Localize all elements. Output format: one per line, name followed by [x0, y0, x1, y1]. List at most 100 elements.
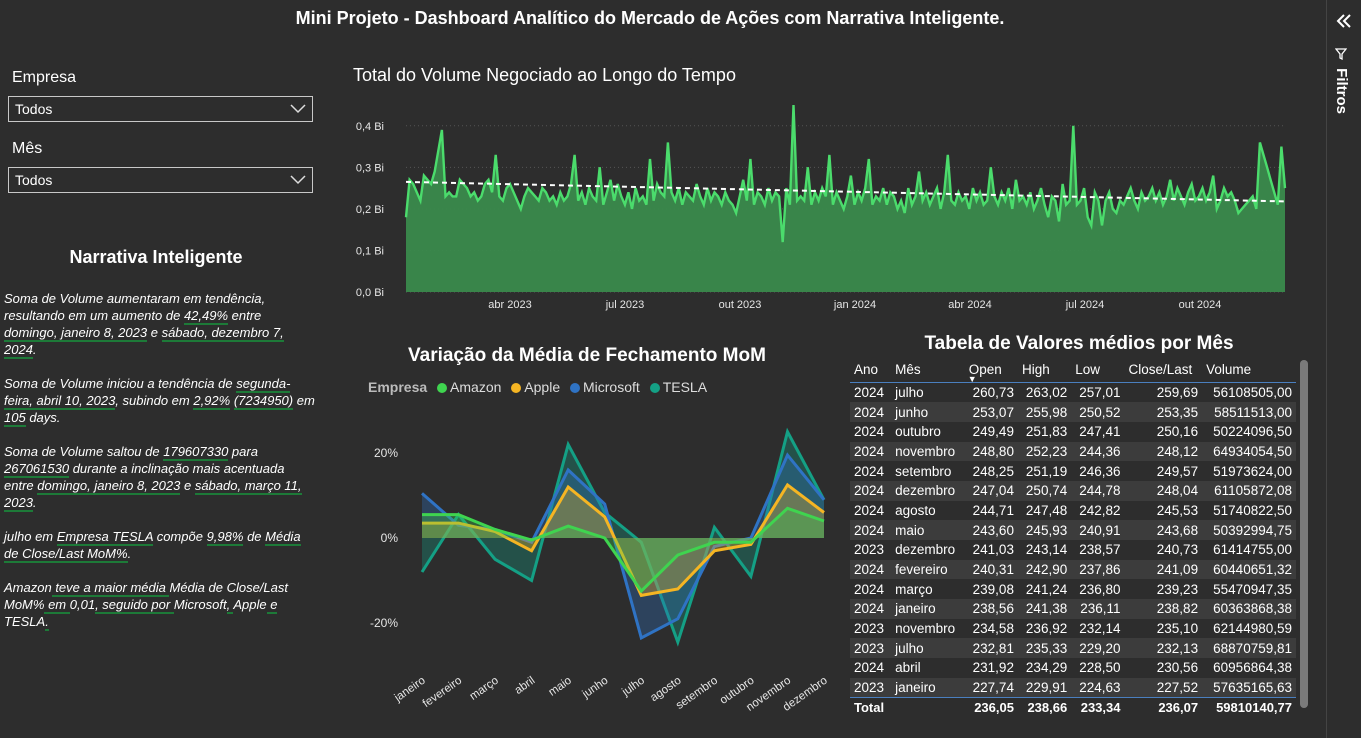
y-tick-label: 20%: [374, 446, 398, 460]
narrative-text: , subindo em: [115, 393, 194, 408]
table-row: 2024 junho 253,07 255,98 250,52 253,35 5851151…: [850, 402, 1296, 422]
table-cell: 51740822,50: [1213, 502, 1292, 518]
table-cell: 238,56: [964, 599, 1018, 619]
collapse-icon[interactable]: [1335, 13, 1353, 29]
table-cell: 247,04: [964, 480, 1018, 501]
filters-pane[interactable]: Filtros: [1326, 0, 1361, 738]
table-row: 2023 dezembro 241,03 243,14 238,57 240,73 6141…: [850, 540, 1296, 560]
x-tick-label: julho: [619, 675, 647, 699]
x-tick-label: fevereiro: [421, 675, 465, 710]
narrative-paragraph: Amazon teve a maior média Média de Close…: [4, 579, 316, 631]
table-cell: 244,36: [1071, 441, 1125, 462]
table-cell: 236,92: [1025, 621, 1068, 637]
narrative-text: de: [243, 529, 266, 544]
table-cell: dezembro: [895, 542, 956, 558]
chevron-down-icon: [290, 104, 306, 114]
filters-pane-label[interactable]: Filtros: [1333, 48, 1350, 114]
table-cell: 235,10: [1156, 621, 1199, 637]
table-cell: 2024: [850, 559, 892, 580]
table-cell: abril: [895, 660, 921, 676]
narrative-text: julho em: [4, 529, 57, 544]
narrative-text: .: [32, 342, 37, 357]
narrative-text: em: [293, 393, 315, 408]
legend-item-microsoft[interactable]: Microsoft: [570, 379, 640, 395]
table-cell: 2024: [854, 502, 885, 518]
table-cell: 60956864,38: [1213, 660, 1292, 676]
table-row: 2024 janeiro 238,56 241,38 236,11 238,82 60363…: [850, 599, 1296, 619]
table-cell: 242,82: [1079, 502, 1121, 518]
table-scrollbar[interactable]: [1300, 360, 1308, 708]
x-tick-label: out 2023: [719, 299, 762, 311]
table-cell: 246,36: [1079, 463, 1121, 479]
table-cell: 248,04: [1124, 480, 1203, 501]
narrative-value: 2,92%: [193, 393, 231, 410]
narrative-value: 267061530: [4, 461, 70, 478]
table-cell: janeiro: [891, 599, 965, 619]
table-cell: 249,49: [972, 424, 1014, 440]
narrative-value: (7234950): [233, 393, 294, 410]
mes-dropdown[interactable]: Todos: [8, 167, 313, 193]
column-header[interactable]: Mês: [891, 359, 965, 383]
table-cell: 241,24: [1025, 581, 1068, 597]
x-tick-label: abr 2023: [488, 299, 531, 311]
narrative-text: para: [228, 444, 258, 459]
trend-line: [405, 180, 1286, 203]
table-cell: 2024: [850, 441, 892, 462]
sort-desc-icon: ▼: [967, 374, 977, 384]
table-cell: 224,63: [1071, 677, 1125, 698]
table-cell: março: [895, 581, 933, 597]
narrative-paragraph: julho em Empresa TESLA compõe 9,98% de M…: [4, 528, 316, 563]
narrative-value: 179607330: [163, 444, 229, 461]
narrative-text: .: [127, 546, 132, 561]
table-row: 2024 março 239,08 241,24 236,80 239,23 5547094…: [850, 579, 1296, 599]
column-header[interactable]: Close/Last: [1124, 359, 1203, 383]
table-cell: 2024: [850, 402, 892, 422]
narrative-paragraph: Soma de Volume saltou de 179607330 para …: [4, 443, 316, 512]
table-cell: 64934054,50: [1202, 441, 1296, 462]
volume-area-chart[interactable]: 0,0 Bi 0,1 Bi 0,2 Bi 0,3 Bi 0,4 Bi abr 2023 ju…: [340, 95, 1300, 320]
series-area-amazon: [422, 508, 824, 592]
empresa-dropdown[interactable]: Todos: [8, 96, 313, 122]
table-cell: 235,33: [1017, 638, 1072, 659]
table-cell: 236,07: [1124, 697, 1203, 718]
narrative-text: Soma de Volume saltou de: [4, 444, 164, 459]
table-cell: Total: [850, 697, 892, 718]
table-cell: 239,23: [1156, 581, 1199, 597]
column-header[interactable]: Open ▼: [964, 359, 1018, 384]
table-cell: 245,53: [1156, 502, 1199, 518]
x-tick-label: maio: [547, 675, 574, 699]
column-header[interactable]: Volume: [1202, 359, 1296, 383]
table-cell: 234,58: [972, 621, 1014, 637]
table-cell: 257,01: [1079, 385, 1121, 401]
x-tick-label: abril: [513, 675, 538, 697]
table-scrollbar-thumb[interactable]: [1300, 360, 1308, 708]
narrative-text: entre: [228, 308, 262, 323]
table-cell: 68870759,81: [1202, 638, 1296, 659]
table-cell: novembro: [895, 621, 956, 637]
column-header[interactable]: Low: [1071, 359, 1125, 383]
narrative-value: domingo, janeiro 8, 2023: [37, 478, 181, 495]
narrative-text: days.: [25, 410, 61, 425]
table-cell: 245,93: [1017, 520, 1072, 540]
legend-item-tesla[interactable]: TESLA: [649, 379, 707, 395]
table-cell: 247,41: [1079, 424, 1121, 440]
table-cell: 2024: [850, 599, 892, 619]
narrative-text: .: [32, 495, 37, 510]
legend-item-amazon[interactable]: Amazon: [437, 379, 501, 395]
table-cell: 243,60: [964, 520, 1018, 540]
table-cell: 260,73: [972, 385, 1014, 401]
column-header[interactable]: High: [1017, 359, 1072, 383]
table-cell: 232,81: [964, 638, 1018, 659]
table-cell: 237,86: [1071, 559, 1125, 580]
legend-item-apple[interactable]: Apple: [511, 379, 560, 395]
table-cell: 2024: [854, 424, 885, 440]
table-cell: 259,69: [1156, 385, 1199, 401]
table-cell: 227,74: [964, 677, 1018, 698]
empresa-slicer-label: Empresa: [12, 69, 77, 86]
empresa-dropdown-value: Todos: [15, 101, 53, 117]
table-cell: 2024: [854, 463, 885, 479]
table-row: 2024 outubro 249,49 251,83 247,41 250,16 50224…: [850, 422, 1296, 442]
narrative-text: e: [180, 478, 195, 493]
column-header[interactable]: Ano: [850, 359, 892, 383]
